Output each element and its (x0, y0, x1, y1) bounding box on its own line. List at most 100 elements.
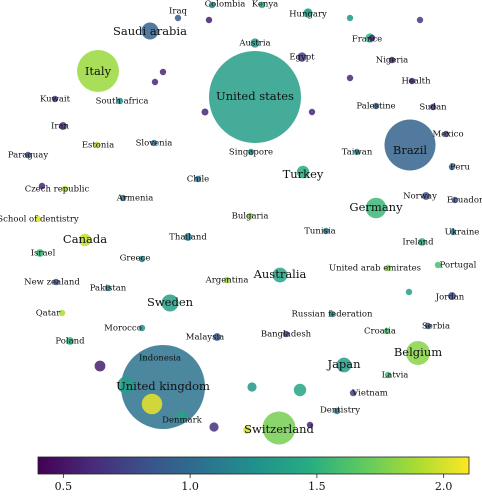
bubble-unlabeled (159, 68, 167, 76)
label-latvia: Latvia (382, 371, 409, 381)
label-school-of-dentistry: School of dentistry (0, 215, 79, 225)
label-belgium: Belgium (394, 345, 442, 359)
label-chile: Chile (187, 175, 209, 185)
label-health: Health (401, 77, 431, 87)
bubble-iraq (174, 14, 182, 22)
label-turkey: Turkey (283, 167, 324, 181)
bubble-palestine (372, 102, 380, 110)
bubble-sweden (161, 294, 179, 312)
bubble-united-states (209, 51, 301, 143)
bubble-japan (336, 357, 352, 373)
bubble-serbia (424, 322, 432, 330)
label-armenia: Armenia (116, 194, 154, 204)
label-taiwan: Taiwan (342, 148, 373, 158)
bubble-denmark (177, 411, 187, 421)
bubble-unlabeled (141, 393, 163, 415)
bubble-kuwait (51, 95, 59, 103)
bubble-unlabeled (205, 16, 213, 24)
label-singapore: Singapore (229, 148, 273, 158)
bubble-unlabeled (306, 421, 314, 429)
label-peru: Peru (450, 163, 470, 173)
label-malaysia: Malaysia (186, 333, 225, 343)
label-palestine: Palestine (356, 102, 395, 112)
label-italy: Italy (85, 64, 112, 78)
label-japan: Japan (326, 357, 361, 371)
colorbar-ticks: 0.5 1.0 1.5 2.0 (55, 474, 453, 493)
label-thailand: Thailand (169, 233, 207, 243)
label-tunisia: Tunisia (304, 227, 336, 237)
bubble-austria (250, 38, 260, 48)
bubble-dentistry (333, 407, 341, 415)
label-argentina: Argentina (205, 276, 249, 286)
label-ukraine: Ukraine (445, 228, 480, 238)
label-dentistry: Dentistry (320, 406, 360, 416)
label-kuwait: Kuwait (40, 95, 71, 105)
label-egypt: Egypt (289, 53, 315, 63)
bubble-singapore (247, 148, 255, 156)
label-austria: Austria (238, 39, 270, 49)
label-sudan: Sudan (419, 103, 447, 113)
label-portugal: Portugal (440, 261, 477, 271)
bubble-unlabeled (368, 34, 376, 42)
bubble-unlabeled (308, 108, 316, 116)
label-hungary: Hungary (289, 10, 327, 20)
bubble-unlabeled (243, 426, 251, 434)
label-iran: Iran (51, 122, 69, 132)
label-south-africa: South africa (96, 97, 149, 107)
label-morocco: Morocco (104, 324, 142, 334)
bubble-health (408, 77, 416, 85)
bubble-jordan (448, 292, 456, 300)
bubble-unlabeled (209, 422, 219, 432)
bubbles-layer (24, 1, 459, 445)
colorbar: 0.5 1.0 1.5 2.0 (37, 456, 470, 493)
label-jordan: Jordan (435, 293, 465, 303)
label-united-kingdom: United kingdom (116, 379, 210, 393)
label-pakistan: Pakistan (90, 284, 127, 294)
bubble-kenya (258, 1, 266, 9)
label-ecuador: Ecuador (447, 196, 482, 206)
colorbar-tick-label: 0.5 (55, 480, 73, 493)
bubble-slovenia (150, 139, 158, 147)
bubble-norway (422, 192, 430, 200)
bubble-unlabeled (201, 108, 209, 116)
label-russian-federation: Russian federation (291, 310, 373, 320)
bubble-brazil (384, 119, 436, 171)
label-croatia: Croatia (364, 327, 396, 337)
label-poland: Poland (55, 337, 85, 347)
bubble-unlabeled (151, 78, 159, 86)
bubble-ireland (418, 238, 426, 246)
bubble-unlabeled (94, 360, 106, 372)
label-slovenia: Slovenia (136, 139, 173, 149)
label-kenya: Kenya (252, 0, 279, 10)
bubble-qatar (58, 309, 66, 317)
bubble-iran (59, 122, 67, 130)
colorbar-tick-label: 2.0 (435, 480, 453, 493)
colorbar-tick-label: 1.0 (181, 480, 199, 493)
bubble-nigeria (388, 56, 396, 64)
label-israel: Israel (31, 249, 56, 259)
bubble-thailand (184, 233, 192, 241)
bubble-school-of-dentistry (34, 215, 42, 223)
bubble-portugal (434, 261, 442, 269)
bubble-canada (78, 233, 92, 247)
label-brazil: Brazil (393, 143, 428, 157)
label-serbia: Serbia (422, 322, 450, 332)
bubble-italy (77, 50, 119, 92)
bubble-belgium (406, 341, 430, 365)
bubble-taiwan (353, 148, 361, 156)
bubble-turkey (296, 165, 310, 179)
bubble-greece (138, 255, 146, 263)
bubble-armenia (119, 194, 127, 202)
bubble-sudan (429, 103, 437, 111)
label-united-states: United states (216, 89, 294, 103)
bubble-unlabeled (117, 376, 135, 394)
bubble-morocco (138, 324, 146, 332)
label-ireland: Ireland (402, 238, 434, 248)
label-france: France (352, 35, 382, 45)
label-australia: Australia (253, 267, 307, 281)
bubble-croatia (383, 327, 391, 335)
label-greece: Greece (120, 254, 151, 264)
bubble-unlabeled (416, 16, 424, 24)
bubble-saudi-arabia (141, 22, 159, 40)
